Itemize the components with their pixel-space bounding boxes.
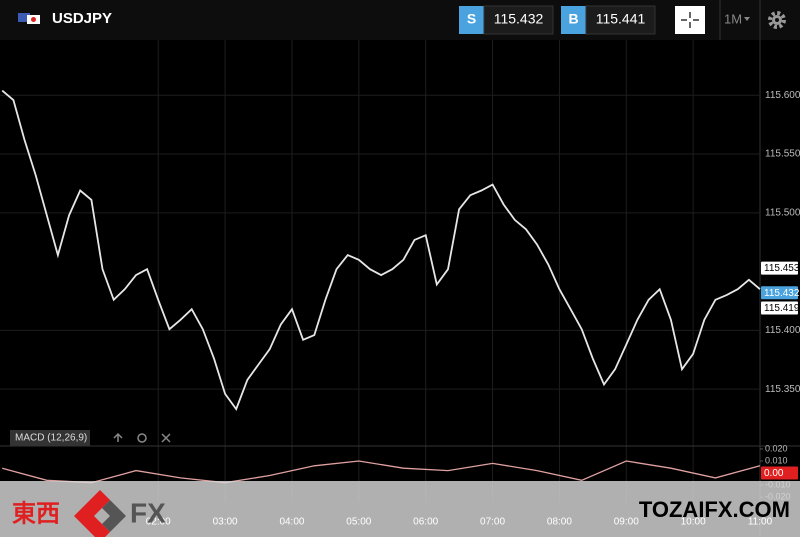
y-tick-label: 115.350	[765, 384, 800, 395]
settings-button[interactable]	[768, 11, 786, 29]
watermark-band	[0, 481, 800, 537]
x-tick-label: 08:00	[547, 517, 572, 528]
timeframe-arrow	[744, 17, 750, 21]
y-tick-label: 115.600	[765, 90, 800, 101]
x-tick-label: 06:00	[413, 517, 438, 528]
brand-logo	[74, 490, 126, 537]
flag	[18, 13, 40, 24]
price-tag	[761, 301, 798, 315]
sell-price-box[interactable]	[483, 5, 554, 35]
y-tick-label: 115.500	[765, 207, 800, 218]
y-tick-label: 115.550	[765, 149, 800, 160]
x-tick-label: 02:00	[146, 517, 171, 528]
brand-cjk: 東西	[12, 500, 60, 527]
x-tick-label: 10:00	[681, 517, 706, 528]
x-tick-label: 11:00	[748, 517, 773, 528]
price-tag-label: 115.419	[764, 303, 800, 314]
buy-price-box[interactable]	[585, 5, 656, 35]
x-tick-label: 03:00	[213, 517, 238, 528]
price-line	[1, 89, 761, 411]
logo-shape	[74, 490, 110, 537]
buy-button[interactable]	[561, 6, 586, 34]
plot: 115.350 115.400 115.500 115.550 115.600 115.4…	[0, 40, 800, 537]
price-tag-label: 115.432	[764, 288, 800, 299]
crosshair-button[interactable]	[675, 6, 705, 34]
x-tick-label: 05:00	[346, 517, 371, 528]
brand-fx: FX	[130, 497, 166, 528]
buy-price: 115.441	[596, 11, 646, 27]
macd-title: MACD (12,26,9)	[15, 433, 87, 444]
macd-controls[interactable]	[113, 432, 171, 443]
x-tick-label: 04:00	[279, 517, 304, 528]
logo-shape	[102, 500, 126, 532]
symbol: USDJPY	[52, 10, 112, 27]
price-tag-label: 0.00	[764, 468, 784, 479]
x-tick-label: 07:00	[480, 517, 505, 528]
price-tag	[761, 261, 798, 275]
sell-button[interactable]	[459, 6, 484, 34]
y-tick-label: 0.010	[765, 455, 788, 465]
timeframe[interactable]: 1M	[724, 11, 742, 26]
y-tick-label: 115.400	[765, 325, 800, 336]
buy-label: B	[568, 11, 578, 27]
sell-price: 115.432	[494, 11, 544, 27]
site-name: TOZAIFX.COM	[639, 497, 790, 522]
macd-line	[2, 460, 761, 484]
y-tick-label: 0.020	[765, 443, 788, 453]
price-tag-label: 115.453	[764, 263, 800, 274]
overlay-layer: 02:00 03:00 04:00 05:00 06:00 07:00 08:00 09:00…	[0, 481, 800, 537]
x-tick-label: 09:00	[614, 517, 639, 528]
price-tag	[761, 466, 798, 480]
header-bar	[0, 0, 800, 40]
macd-label-box	[10, 430, 90, 446]
sell-label: S	[467, 11, 476, 27]
price-tag	[761, 286, 798, 300]
